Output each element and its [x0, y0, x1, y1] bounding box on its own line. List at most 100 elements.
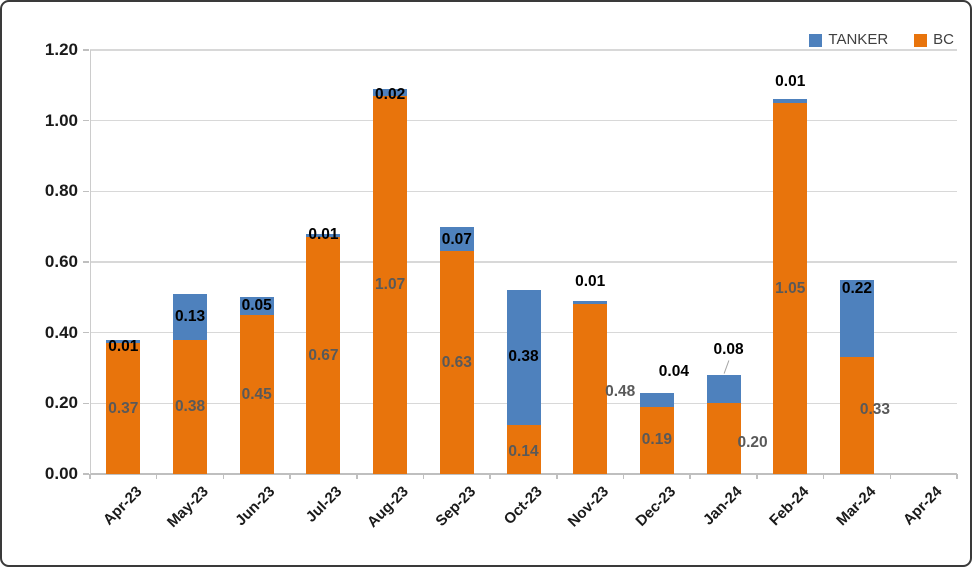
- bar-tanker-Sep-23[interactable]: [439, 226, 474, 252]
- bar-tanker-Dec-23[interactable]: [639, 392, 674, 407]
- bar-bc-Sep-23[interactable]: [439, 251, 474, 474]
- bar-bc-May-23[interactable]: [173, 339, 208, 474]
- bar-bc-Jul-23[interactable]: [306, 237, 341, 474]
- y-axis-label: 0.20: [44, 393, 78, 413]
- bar-tanker-Jan-24[interactable]: [706, 375, 741, 404]
- gridline: [90, 261, 957, 263]
- x-axis-label: Oct-23: [500, 483, 546, 529]
- data-label-bc-Jan-24: 0.20: [737, 433, 768, 451]
- data-label-bc-Feb-24: 1.05: [775, 279, 806, 297]
- y-axis-label: 0.40: [44, 322, 78, 342]
- y-axis-tick: [83, 402, 89, 405]
- bar-bc-Oct-23[interactable]: [506, 424, 541, 474]
- data-label-tanker-Feb-24: 0.01: [775, 73, 806, 91]
- x-axis-tick: [222, 474, 225, 479]
- data-label-bc-Jul-23: 0.67: [308, 346, 339, 364]
- bar-bc-Jan-24[interactable]: [706, 403, 741, 474]
- data-label-bc-May-23: 0.38: [174, 397, 206, 415]
- data-label-bc-Dec-23: 0.19: [641, 431, 672, 449]
- data-label-tanker-Nov-23: 0.01: [575, 272, 606, 290]
- x-axis-tick: [889, 474, 892, 479]
- x-axis-label: Nov-23: [564, 483, 613, 531]
- legend-item-bc[interactable]: BC: [914, 32, 954, 48]
- data-label-bc-Nov-23: 0.48: [605, 383, 636, 401]
- data-label-tanker-May-23: 0.13: [174, 307, 206, 325]
- bar-tanker-May-23[interactable]: [173, 293, 208, 340]
- bar-tanker-Nov-23[interactable]: [573, 300, 608, 305]
- data-label-bc-Apr-23: 0.37: [108, 399, 139, 417]
- data-label-tanker-Sep-23: 0.07: [441, 230, 472, 248]
- bar-tanker-Apr-23[interactable]: [106, 339, 141, 344]
- x-axis-label: May-23: [164, 483, 213, 531]
- bar-bc-Jun-23[interactable]: [239, 315, 274, 474]
- bar-tanker-Mar-24[interactable]: [839, 279, 874, 358]
- bar-bc-Nov-23[interactable]: [573, 304, 608, 474]
- y-axis-label: 0.60: [44, 252, 78, 271]
- gridline: [90, 49, 957, 51]
- x-axis-label: Apr-24: [900, 483, 946, 529]
- x-axis-label: Jul-23: [302, 483, 346, 526]
- y-axis-label: 1.20: [44, 40, 78, 59]
- data-label-tanker-Aug-23: 0.02: [375, 85, 406, 103]
- y-axis-tick: [83, 261, 89, 263]
- data-label-bc-Sep-23: 0.63: [441, 353, 472, 371]
- bar-tanker-Jul-23[interactable]: [306, 233, 341, 238]
- x-axis-tick: [556, 474, 558, 479]
- x-axis-tick: [489, 474, 491, 479]
- y-axis-label: 0.80: [44, 181, 78, 201]
- y-axis-tick: [83, 49, 89, 51]
- bar-bc-Apr-23[interactable]: [106, 343, 141, 474]
- legend-marker-tanker-icon: [809, 33, 823, 47]
- data-label-bc-Mar-24: 0.33: [859, 400, 891, 418]
- x-axis-label: Apr-23: [99, 483, 146, 529]
- legend-marker-bc-icon: [914, 33, 928, 47]
- x-axis-tick: [155, 474, 158, 479]
- data-label-tanker-Dec-23: 0.04: [658, 362, 689, 380]
- y-axis-label: 0.00: [44, 464, 78, 483]
- data-label-bc-Jun-23: 0.45: [241, 385, 272, 403]
- x-axis-tick: [689, 474, 691, 479]
- x-axis-tick: [956, 474, 958, 479]
- gridline: [90, 190, 957, 193]
- x-axis-label: Jan-24: [699, 483, 746, 529]
- x-axis-label: Mar-24: [832, 483, 879, 530]
- bar-tanker-Aug-23[interactable]: [373, 88, 408, 96]
- bar-tanker-Jun-23[interactable]: [239, 297, 274, 315]
- bar-bc-Dec-23[interactable]: [639, 406, 674, 474]
- data-label-tanker-Mar-24: 0.22: [841, 279, 873, 297]
- x-axis-label: Sep-23: [432, 483, 479, 530]
- data-label-tanker-Jun-23: 0.05: [241, 297, 272, 315]
- legend-label: BC: [933, 31, 954, 48]
- y-axis-tick: [83, 119, 89, 122]
- x-axis-tick: [822, 474, 825, 479]
- data-label-tanker-Jan-24: 0.08: [713, 341, 744, 359]
- data-label-tanker-Jul-23: 0.01: [308, 225, 339, 243]
- data-label-tanker-Oct-23: 0.38: [508, 348, 539, 366]
- bar-tanker-Oct-23[interactable]: [506, 290, 541, 425]
- legend-item-tanker[interactable]: TANKER: [809, 32, 888, 48]
- chart-legend: TANKER BC: [809, 32, 954, 48]
- y-axis-tick: [83, 190, 89, 193]
- x-axis-tick: [89, 474, 91, 479]
- bar-tanker-Feb-24[interactable]: [773, 99, 808, 103]
- x-axis-line: [90, 473, 957, 475]
- label-leader-line: [723, 360, 729, 374]
- x-axis-label: Dec-23: [632, 483, 679, 530]
- y-axis-label: 1.00: [44, 110, 78, 130]
- gridline: [90, 119, 957, 122]
- bar-bc-Aug-23[interactable]: [373, 95, 408, 474]
- x-axis-label: Aug-23: [364, 483, 413, 531]
- x-axis-label: Jun-23: [232, 483, 279, 530]
- y-axis-tick: [83, 331, 89, 334]
- x-axis-tick: [289, 474, 291, 479]
- data-label-bc-Aug-23: 1.07: [375, 275, 406, 293]
- y-axis-tick: [83, 473, 89, 475]
- bar-bc-Mar-24[interactable]: [839, 357, 874, 474]
- legend-label: TANKER: [828, 31, 889, 48]
- x-axis-tick: [422, 474, 425, 479]
- x-axis-tick: [622, 474, 625, 479]
- x-axis-label: Feb-24: [766, 483, 813, 530]
- bar-bc-Feb-24[interactable]: [773, 103, 808, 474]
- x-axis-tick: [756, 474, 758, 479]
